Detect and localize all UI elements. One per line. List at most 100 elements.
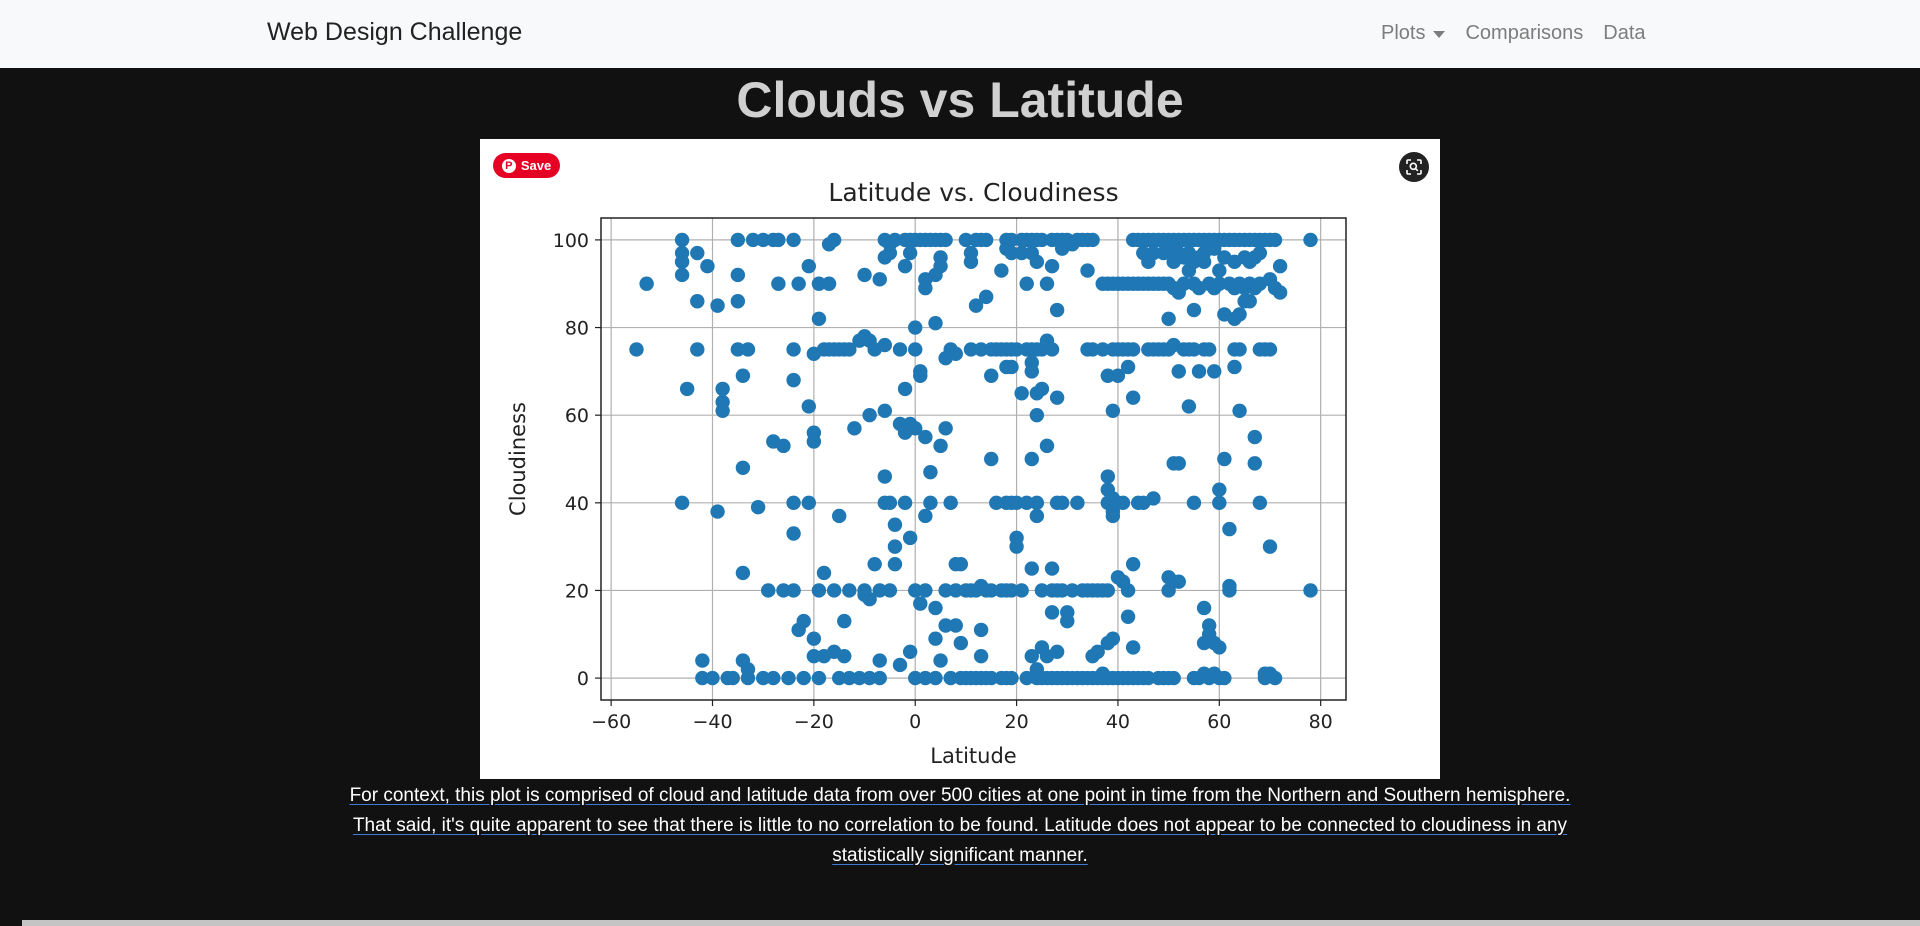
scatter-point <box>984 583 999 598</box>
x-tick-label: 80 <box>1309 711 1333 733</box>
scatter-point <box>908 320 923 335</box>
nav-data-link[interactable]: Data <box>1603 22 1645 45</box>
scatter-point <box>963 254 979 270</box>
plot-caption-link[interactable]: For context, this plot is comprised of c… <box>330 781 1590 871</box>
scatter-point <box>679 381 695 397</box>
y-tick-label: 20 <box>565 580 589 602</box>
caret-down-icon <box>1433 31 1446 38</box>
scatter-point <box>1044 259 1060 274</box>
scatter-point <box>735 460 751 475</box>
scatter-point <box>852 670 867 686</box>
scatter-point <box>821 276 837 291</box>
x-tick-label: 0 <box>909 711 921 733</box>
scatter-point <box>1227 359 1242 375</box>
scatter-point <box>857 267 872 283</box>
scatter-point <box>1105 403 1121 418</box>
scatter-point <box>1105 631 1121 646</box>
scatter-point <box>902 644 918 659</box>
scatter-point <box>908 583 923 598</box>
scatter-point <box>902 530 918 546</box>
scatter-point <box>1166 670 1181 686</box>
scatter-point <box>1014 583 1029 598</box>
scatter-point <box>923 495 938 511</box>
scatter-point <box>897 259 913 274</box>
scatter-point <box>1186 302 1202 318</box>
scatter-point <box>1267 670 1283 686</box>
scatter-point <box>918 429 933 445</box>
scatter-point <box>1262 342 1278 357</box>
scatter-point <box>877 337 893 353</box>
scatter-point <box>1100 368 1116 383</box>
x-tick-label: −60 <box>591 711 631 733</box>
scatter-point <box>862 407 877 423</box>
scatter-point <box>766 670 781 686</box>
scatter-point <box>801 399 816 414</box>
horizontal-scrollbar[interactable] <box>22 920 1920 926</box>
nav-plots-dropdown[interactable]: Plots <box>1381 22 1446 45</box>
scatter-point <box>1024 648 1039 664</box>
top-navbar: Web Design Challenge Plots Comparisons D… <box>0 0 1920 68</box>
visual-search-icon <box>1406 159 1422 175</box>
scatter-point <box>755 232 771 248</box>
scatter-point <box>690 342 705 357</box>
scatter-point <box>750 500 766 515</box>
scatter-point <box>908 421 923 436</box>
scatter-point <box>786 342 801 357</box>
scatter-point <box>984 670 999 686</box>
x-tick-label: 60 <box>1207 711 1231 733</box>
scatter-point <box>933 653 948 668</box>
scatter-point <box>1019 670 1034 686</box>
scatter-point <box>1120 583 1136 598</box>
scatter-point <box>837 613 852 629</box>
scatter-point <box>1060 613 1075 629</box>
scatter-point <box>847 421 862 436</box>
scatter-point <box>1272 259 1288 274</box>
scatter-point <box>938 618 953 633</box>
scatter-point <box>776 438 791 454</box>
page-title: Clouds vs Latitude <box>736 72 1184 128</box>
scatter-point <box>745 232 761 248</box>
scatter-point <box>1161 311 1176 326</box>
scatter-point <box>674 254 690 270</box>
scatter-point <box>1247 429 1262 445</box>
scatter-point <box>1049 390 1065 405</box>
brand-link[interactable]: Web Design Challenge <box>267 18 523 46</box>
scatter-point <box>1009 342 1024 357</box>
scatter-point <box>786 526 801 541</box>
scatter-point <box>674 267 690 283</box>
scatter-point <box>842 670 857 686</box>
pinterest-save-button[interactable]: P Save <box>493 153 560 178</box>
scatter-point <box>786 583 801 598</box>
scatter-point <box>674 232 690 248</box>
scatter-point <box>1019 276 1034 291</box>
scatter-point <box>1303 583 1318 598</box>
scatter-point <box>973 342 989 357</box>
scatter-point <box>1004 670 1019 686</box>
scatter-point <box>933 259 948 274</box>
scatter-point <box>1029 508 1045 524</box>
nav-comparisons-link[interactable]: Comparisons <box>1465 22 1583 45</box>
scatter-point <box>928 631 943 646</box>
scatter-point <box>1085 342 1100 357</box>
scatter-point <box>1196 254 1212 270</box>
scatter-point <box>811 276 827 291</box>
scatter-point <box>968 298 984 313</box>
scatter-point <box>1125 342 1141 357</box>
scatter-point <box>1054 583 1070 598</box>
visual-search-button[interactable] <box>1399 152 1429 182</box>
scatter-point <box>872 583 887 598</box>
scatter-point <box>872 670 887 686</box>
scatter-point <box>1004 232 1019 248</box>
scatter-point <box>690 294 705 309</box>
scatter-point <box>1125 556 1141 572</box>
scatter-point <box>1242 294 1257 309</box>
caption-text: For context, this plot is comprised of c… <box>349 785 1571 866</box>
scatter-point <box>1024 451 1039 467</box>
scatter-point <box>882 245 898 261</box>
scatter-point <box>831 508 847 524</box>
scatter-point <box>1212 640 1227 655</box>
scatter-point <box>897 381 913 397</box>
scatter-point <box>700 259 715 274</box>
scatter-point <box>801 259 816 274</box>
scatter-point <box>771 232 786 248</box>
